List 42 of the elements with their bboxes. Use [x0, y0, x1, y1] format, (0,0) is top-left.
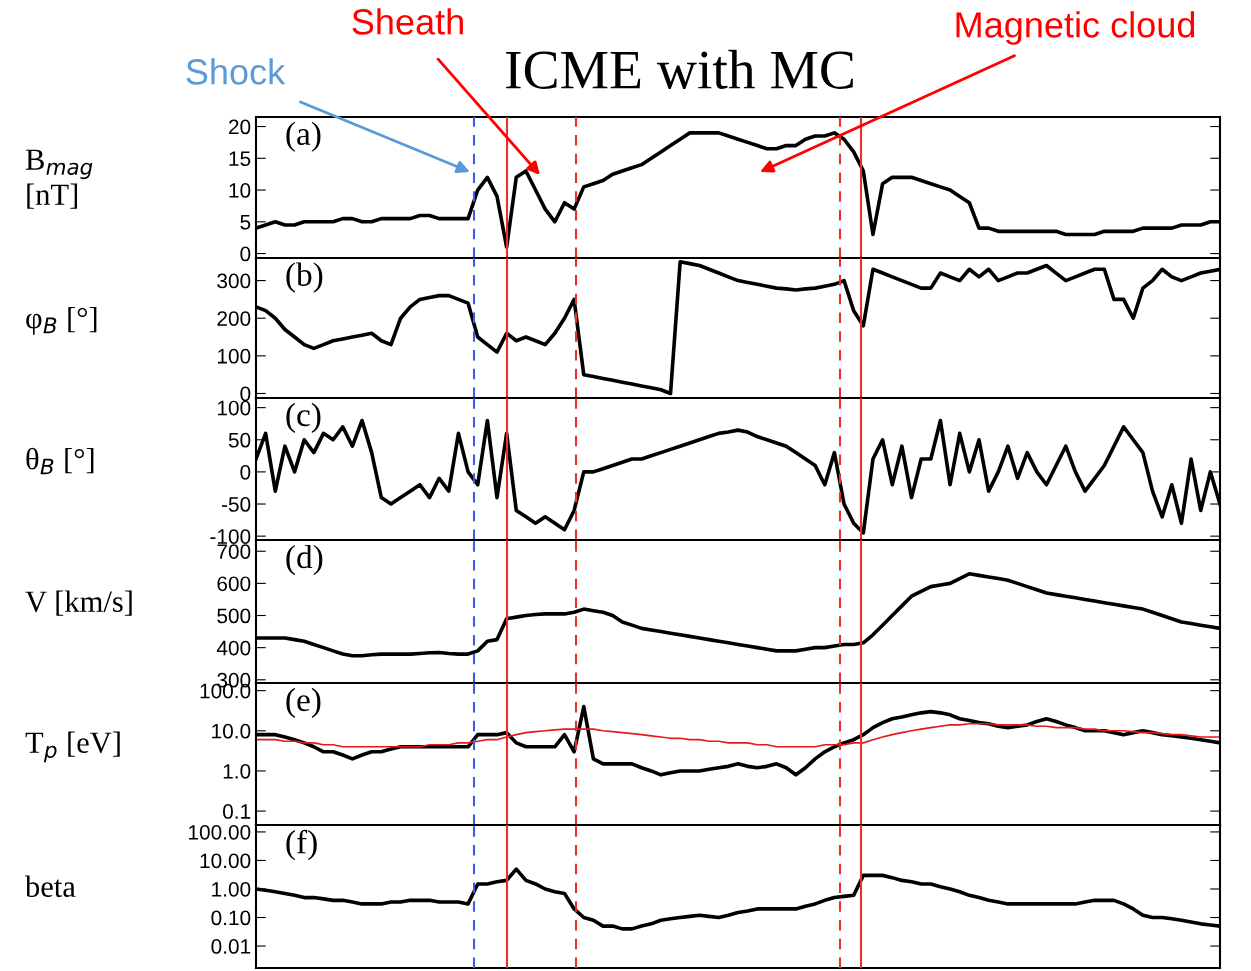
text: Shock — [186, 58, 286, 85]
y-axis-title: B$_{mag}$ [nT] — [25, 149, 93, 209]
y-tick-label: 0 — [240, 246, 251, 262]
y-axis-title: V [km/s] — [25, 590, 132, 616]
y-tick-label: 0 — [240, 464, 251, 480]
y-tick-label: 0.01 — [211, 939, 251, 954]
y-tick-label: 100.00 — [189, 824, 251, 840]
y-tick-label: 20 — [229, 119, 251, 135]
y-tick-label: 10 — [229, 183, 251, 198]
y-tick-label: 500 — [217, 608, 251, 624]
y-tick-label: 100 — [217, 400, 251, 416]
annotation: (c) — [286, 402, 321, 433]
y-tick-label: 100 — [217, 348, 251, 364]
y-axis-title: T$_{p}$ [eV] — [25, 731, 120, 763]
y-tick-label: 0 — [240, 386, 251, 402]
y-tick-label: 10.0 — [212, 723, 251, 739]
annotation: (f) — [286, 829, 317, 861]
y-tick-label: -50 — [221, 497, 251, 512]
y-tick-label: 200 — [217, 311, 251, 326]
y-tick-label: 5 — [240, 215, 251, 230]
y-tick-label: 10.00 — [200, 853, 251, 869]
y-tick-label: 600 — [217, 576, 251, 592]
annotation: (b) — [286, 262, 323, 293]
y-tick-label: -100 — [210, 529, 251, 544]
annotation: (d) — [286, 544, 323, 576]
text: Sheath — [352, 8, 463, 35]
annotation: (e) — [286, 687, 321, 718]
y-axis-title: θ$_{B}$ [°] — [26, 447, 94, 475]
text: Magnetic cloud — [956, 11, 1195, 45]
y-tick-label: 15 — [229, 151, 251, 167]
y-axis-title: φ$_{B}$ [°] — [26, 306, 97, 335]
chart-title: ICME with MC — [506, 49, 853, 89]
y-axis-title: beta — [25, 875, 76, 897]
y-tick-label: 400 — [216, 640, 251, 656]
y-tick-label: 1.00 — [212, 881, 251, 897]
annotation: (a) — [286, 121, 321, 152]
y-tick-label: 0.10 — [211, 910, 251, 926]
y-tick-label: 300 — [217, 273, 251, 289]
y-tick-label: 0.1 — [222, 804, 251, 819]
y-tick-label: 700 — [217, 544, 251, 559]
y-tick-label: 1.0 — [223, 763, 251, 779]
y-tick-label: 50 — [228, 432, 251, 448]
